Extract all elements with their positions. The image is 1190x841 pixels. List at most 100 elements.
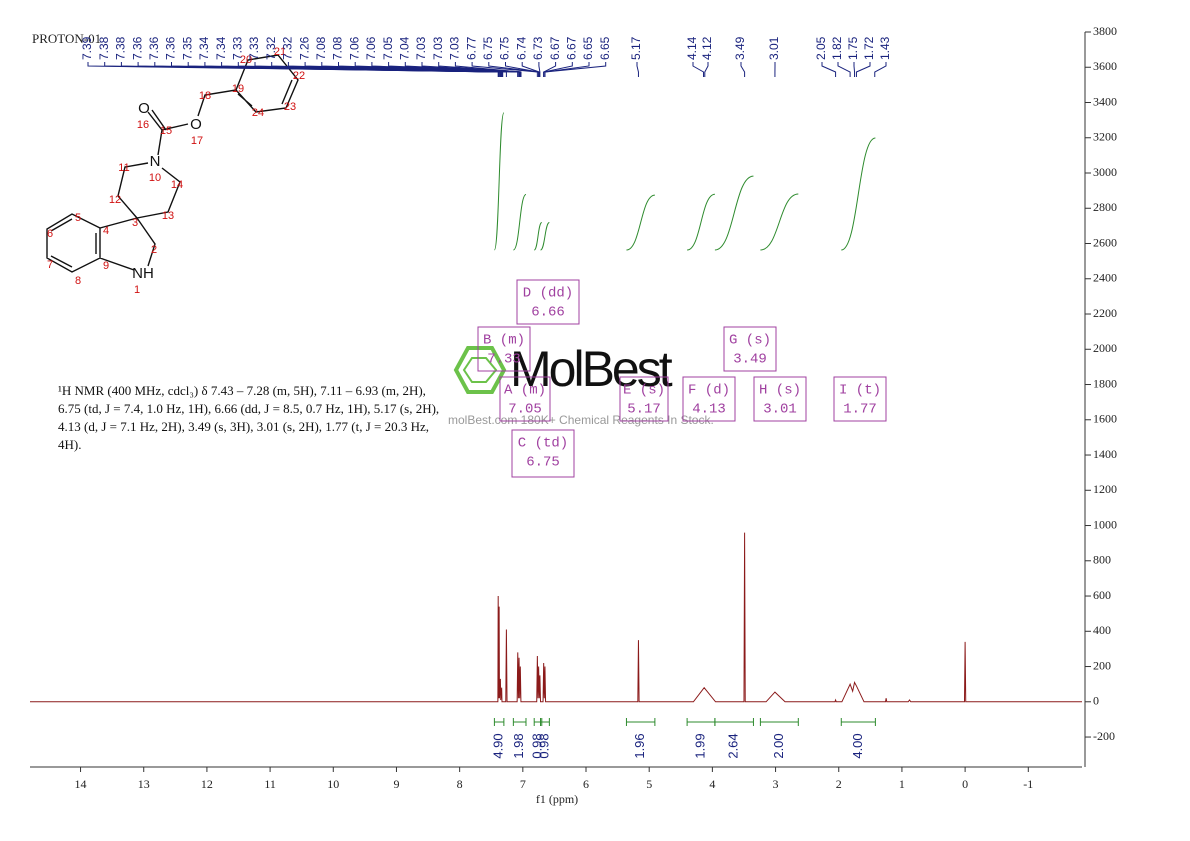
multiplet-label: E (s) [623,383,665,399]
peak-label: 6.65 [598,36,612,60]
multiplet-label: B (m) [483,333,525,349]
atom-symbol: N [150,153,161,170]
peak-leader [740,62,746,77]
y-tick-label: 2000 [1093,341,1117,355]
atom-symbol: O [190,116,202,133]
y-tick-label: 2200 [1093,306,1117,320]
y-tick-label: 1200 [1093,482,1117,496]
atom-number: 13 [162,210,174,222]
structure-bonds [46,54,299,273]
peak-label: 6.74 [514,36,528,60]
x-tick-label: 0 [962,777,968,791]
peak-leader [404,62,521,77]
atom-number: 11 [118,162,129,174]
peak-leader [837,62,851,77]
peak-label: 4.12 [700,36,714,60]
peak-leader [505,62,540,77]
multiplet-shift: 6.66 [531,305,565,321]
atom-number: 1 [134,284,140,296]
peak-leader [471,62,538,77]
peak-leader [855,62,871,77]
atom-number: 10 [149,172,161,184]
multiplet-box [516,279,580,325]
integral-label: 4.90 [491,733,506,758]
multiplet-shift: 1.77 [843,402,877,418]
peak-label: 1.43 [878,36,892,60]
atom-number: 4 [103,225,109,237]
peak-leader [538,62,541,77]
multiplet-shift: 5.17 [627,402,661,418]
x-tick-label: 11 [264,777,276,791]
peak-label: 7.26 [297,36,311,60]
peak-label: 7.34 [197,36,211,60]
y-tick-label: 2400 [1093,271,1117,285]
peak-leader [636,62,639,77]
multiplet-label: C (td) [518,436,568,452]
peak-label: 7.03 [448,36,462,60]
chart-title: PROTON-01 [32,31,101,46]
integral-label: 0.98 [529,733,544,758]
integral-curve [841,137,876,251]
integral-curve [493,112,505,251]
peak-label: 1.75 [846,36,860,60]
multiplet-shift: 7.33 [487,352,521,368]
peak-label: 7.36 [164,36,178,60]
peak-label: 7.38 [114,36,128,60]
peak-leader [454,62,522,77]
x-tick-label: 4 [709,777,715,791]
peak-label: 7.04 [397,36,411,60]
integral-bracket [540,718,550,726]
y-tick-label: 1600 [1093,412,1117,426]
y-tick-label: 0 [1093,694,1099,708]
peak-label: 7.08 [314,36,328,60]
multiplet-box [619,376,669,422]
atom-number: 14 [171,179,183,191]
atom-number: 15 [160,125,172,137]
integral-curve [533,222,543,251]
peak-label: 7.36 [147,36,161,60]
atom-number: 12 [109,194,121,206]
atom-symbol: O [138,100,150,117]
integral-label: 1.96 [632,733,647,758]
peak-label: 6.67 [564,36,578,60]
y-tick-label: 3400 [1093,94,1117,108]
multiplet-box [511,429,575,478]
multiplet-label: A (m) [504,383,546,399]
atom-symbol: NH [132,265,154,282]
peak-label: 4.14 [685,36,699,60]
atom-number: 20 [240,54,252,66]
x-tick-label: 2 [836,777,842,791]
multiplet-shift: 3.49 [733,352,767,368]
x-tick-label: 12 [201,777,213,791]
y-tick-label: 2800 [1093,200,1117,214]
peak-label: 7.35 [180,36,194,60]
y-tick-label: 1000 [1093,517,1117,531]
atom-number: 23 [284,101,296,113]
x-tick-label: 9 [393,777,399,791]
multiplet-label: G (s) [729,333,771,349]
x-tick-label: 13 [138,777,150,791]
integral-bracket [493,718,505,726]
integral-label: 4.00 [850,733,865,758]
y-tick-label: 1800 [1093,376,1117,390]
atom-number: 9 [103,260,109,272]
multiplet-shift: 3.01 [763,402,797,418]
multiplet-label: I (t) [839,383,881,399]
integral-label: 1.99 [692,733,707,758]
multiplet-shift: 4.13 [692,402,726,418]
multiplet-label: D (dd) [523,286,573,302]
y-tick-label: 400 [1093,623,1111,637]
peak-label: 6.77 [464,36,478,60]
integral-curve [686,193,716,251]
y-tick-label: 1400 [1093,447,1117,461]
peak-label: 7.39 [80,36,94,60]
integral-bracket [714,718,754,726]
peak-label: 2.05 [814,36,828,60]
peak-leader [821,62,837,77]
peak-label: 7.06 [347,36,361,60]
integral-bracket [512,718,527,726]
peak-label: 7.36 [130,36,144,60]
multiplet-box [499,376,551,422]
atom-number: 16 [137,119,149,131]
